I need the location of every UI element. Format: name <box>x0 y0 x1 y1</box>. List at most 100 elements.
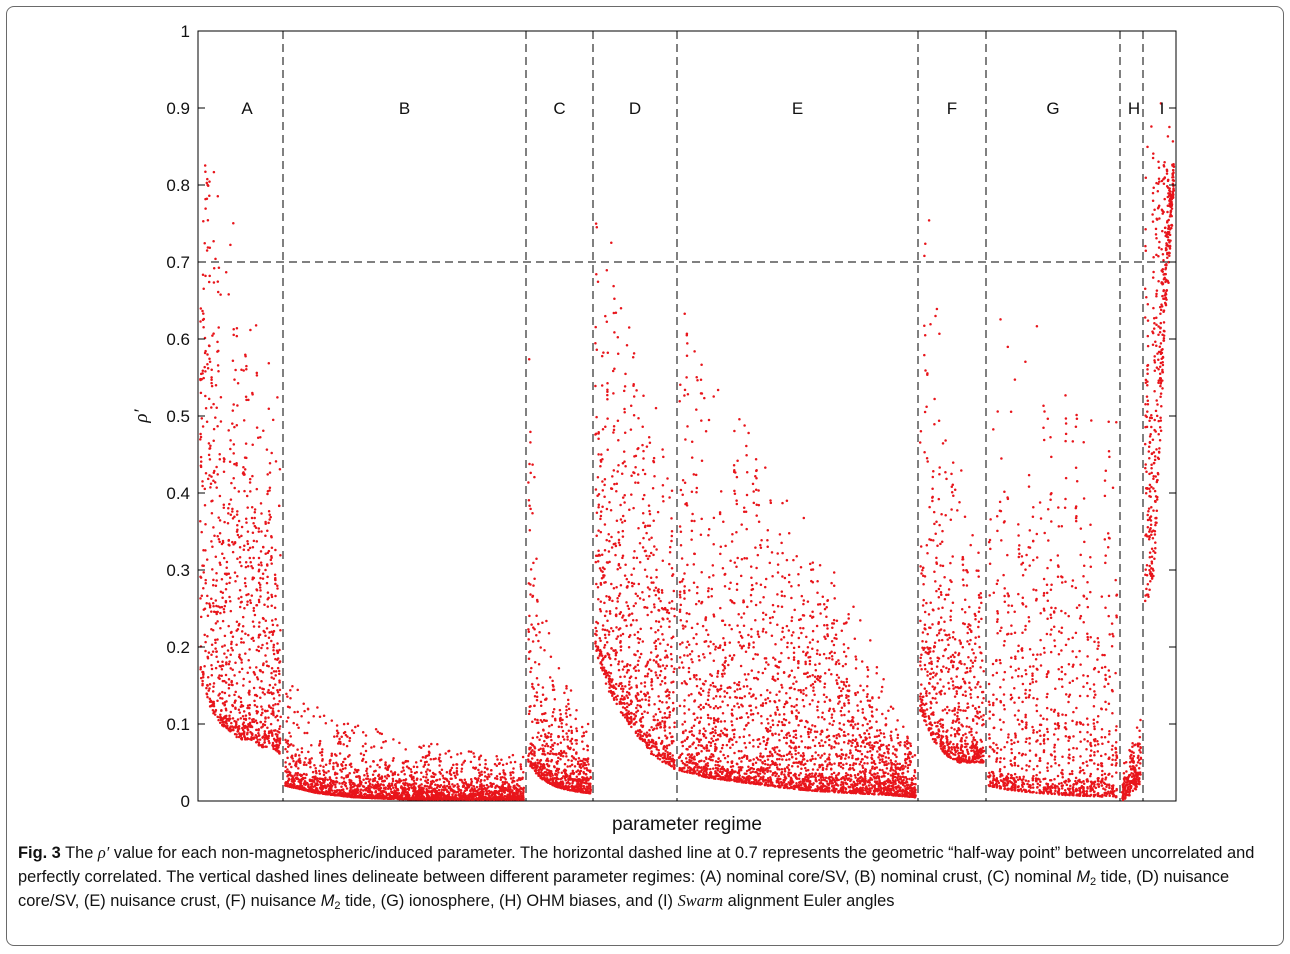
data-point <box>211 584 215 587</box>
data-point <box>668 762 671 766</box>
data-point <box>522 770 525 774</box>
data-point <box>212 526 215 529</box>
data-point <box>615 519 619 522</box>
data-point <box>270 729 273 732</box>
data-point <box>654 671 657 674</box>
data-point <box>199 438 202 441</box>
data-point <box>679 603 683 607</box>
data-point <box>199 460 203 463</box>
data-point <box>623 619 626 622</box>
data-point <box>252 556 255 560</box>
data-point <box>627 607 631 611</box>
data-point <box>570 759 573 763</box>
data-point <box>663 711 667 715</box>
data-point <box>218 494 222 498</box>
data-point <box>211 568 214 571</box>
data-point <box>537 662 541 666</box>
data-point <box>212 578 215 582</box>
data-point <box>225 573 228 576</box>
data-point <box>250 516 254 520</box>
data-point <box>228 460 232 464</box>
data-point <box>401 786 404 790</box>
data-point <box>670 517 673 520</box>
data-point <box>227 662 231 666</box>
data-point <box>533 660 537 664</box>
data-point <box>599 639 602 642</box>
data-point <box>551 679 554 683</box>
data-point <box>635 389 638 392</box>
data-point <box>206 177 209 181</box>
data-point <box>225 656 228 659</box>
data-point <box>543 770 547 774</box>
data-point <box>257 729 260 732</box>
data-point <box>472 752 475 755</box>
data-point <box>608 500 611 504</box>
data-point <box>467 794 471 797</box>
data-point <box>521 791 525 795</box>
data-point <box>245 726 249 729</box>
data-point <box>240 564 243 568</box>
data-point <box>376 763 379 767</box>
data-point <box>500 795 503 799</box>
data-point <box>620 697 623 701</box>
data-point <box>255 735 259 739</box>
data-point <box>517 796 521 800</box>
data-point <box>215 486 218 489</box>
data-point <box>607 680 611 684</box>
data-point <box>214 555 218 559</box>
data-point <box>267 636 271 640</box>
data-point <box>602 666 606 669</box>
data-point <box>637 582 641 586</box>
data-point <box>352 793 356 796</box>
data-point <box>415 791 419 794</box>
data-point <box>529 670 532 674</box>
data-point <box>643 472 647 476</box>
data-point <box>215 655 218 658</box>
data-point <box>637 526 640 530</box>
data-point <box>419 746 423 749</box>
data-point <box>605 594 608 598</box>
data-point <box>634 731 638 735</box>
data-point <box>426 768 429 771</box>
data-point <box>255 705 259 709</box>
data-point <box>606 382 609 385</box>
data-point <box>247 548 250 552</box>
data-point <box>627 683 631 686</box>
data-point <box>219 626 222 630</box>
data-point <box>208 687 211 690</box>
data-point <box>235 334 239 338</box>
data-point <box>270 676 273 679</box>
data-point <box>603 523 607 526</box>
data-point <box>668 551 672 554</box>
data-point <box>663 667 667 670</box>
data-point <box>603 668 606 672</box>
data-point <box>300 714 303 718</box>
data-point <box>630 717 633 721</box>
data-point <box>612 392 615 395</box>
data-point <box>639 690 643 693</box>
data-point <box>633 633 636 637</box>
data-point <box>266 605 270 608</box>
data-point <box>624 372 627 376</box>
data-point <box>619 634 623 637</box>
data-point <box>304 783 307 786</box>
data-point <box>678 642 682 646</box>
data-point <box>588 787 592 790</box>
data-point <box>568 765 572 768</box>
data-point <box>230 680 233 684</box>
data-point <box>205 692 208 695</box>
data-point <box>619 648 623 652</box>
data-point <box>652 742 655 745</box>
data-point <box>378 777 381 781</box>
data-point <box>329 792 332 795</box>
data-point <box>477 777 480 780</box>
data-point <box>512 776 515 780</box>
data-point <box>240 637 243 640</box>
data-point <box>202 326 205 329</box>
data-point <box>330 754 333 758</box>
data-point <box>418 784 421 787</box>
data-point <box>299 774 303 778</box>
data-point <box>617 660 621 663</box>
data-point <box>610 535 613 539</box>
data-point <box>657 736 661 740</box>
